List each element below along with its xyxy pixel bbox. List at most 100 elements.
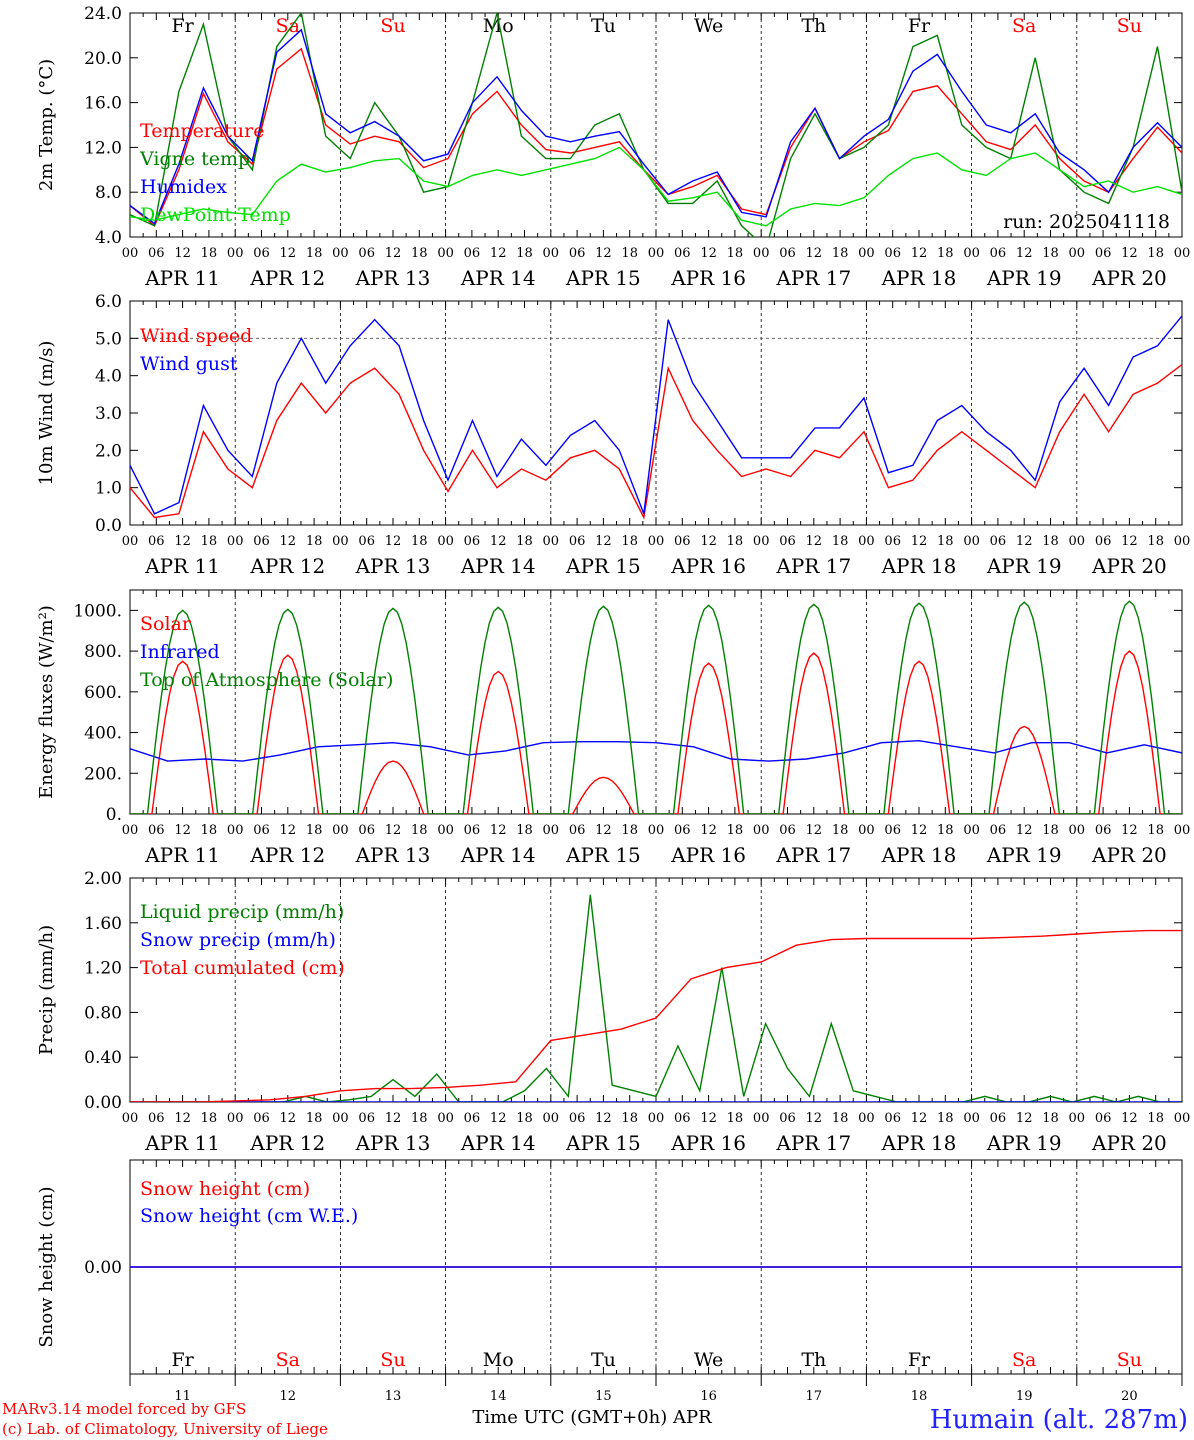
hour-tick-label: 00 bbox=[332, 534, 349, 549]
day-number-label: 20 bbox=[1121, 1389, 1138, 1404]
hour-tick-label: 18 bbox=[621, 534, 638, 549]
hour-tick-label: 12 bbox=[1121, 823, 1138, 838]
weekday-label: Sa bbox=[1012, 1349, 1036, 1371]
hour-tick-label: 00 bbox=[437, 246, 454, 261]
hour-tick-label: 00 bbox=[1174, 1111, 1191, 1126]
hour-tick-label: 06 bbox=[464, 823, 481, 838]
hour-tick-label: 18 bbox=[411, 1111, 428, 1126]
hour-tick-label: 00 bbox=[437, 534, 454, 549]
hour-tick-label: 06 bbox=[990, 246, 1007, 261]
hour-tick-label: 00 bbox=[753, 246, 770, 261]
legend-entry: Infrared bbox=[140, 641, 220, 663]
hour-tick-label: 06 bbox=[253, 246, 270, 261]
series-line-solar bbox=[130, 650, 1182, 814]
date-label: APR 18 bbox=[881, 554, 957, 578]
footer-model-line: MARv3.14 model forced by GFS bbox=[2, 1400, 246, 1418]
y-axis-label: Energy fluxes (W/m²) bbox=[36, 605, 57, 799]
hour-tick-label: 18 bbox=[411, 534, 428, 549]
hour-tick-label: 18 bbox=[516, 1111, 533, 1126]
hour-tick-label: 18 bbox=[1147, 246, 1164, 261]
weekday-label: Mo bbox=[483, 15, 514, 37]
hour-tick-label: 00 bbox=[858, 246, 875, 261]
weekday-label: We bbox=[694, 1349, 723, 1371]
date-label: APR 17 bbox=[775, 1131, 851, 1155]
hour-tick-label: 06 bbox=[674, 534, 691, 549]
hour-tick-label: 00 bbox=[858, 1111, 875, 1126]
hour-tick-label: 00 bbox=[963, 246, 980, 261]
day-number-label: 19 bbox=[1016, 1389, 1033, 1404]
y-tick-label: 24.0 bbox=[84, 4, 122, 24]
hour-tick-label: 12 bbox=[1016, 823, 1033, 838]
hour-tick-label: 18 bbox=[201, 246, 218, 261]
hour-tick-label: 06 bbox=[253, 823, 270, 838]
hour-tick-label: 12 bbox=[1121, 534, 1138, 549]
hour-tick-label: 00 bbox=[1174, 534, 1191, 549]
hour-tick-label: 06 bbox=[674, 823, 691, 838]
hour-tick-label: 06 bbox=[884, 534, 901, 549]
panel-2: 0.0 1.0 2.0 3.0 4.0 5.0 6.0 10m Wind (m/s) 00 06 1… bbox=[36, 292, 1190, 578]
date-label: APR 12 bbox=[249, 843, 325, 867]
y-tick-label: 5.0 bbox=[95, 329, 122, 349]
hour-tick-label: 18 bbox=[201, 1111, 218, 1126]
legend-entry: Wind speed bbox=[140, 325, 252, 347]
hour-tick-label: 00 bbox=[1174, 823, 1191, 838]
date-label: APR 19 bbox=[986, 1131, 1062, 1155]
date-label: APR 18 bbox=[881, 1131, 957, 1155]
hour-tick-label: 12 bbox=[280, 534, 297, 549]
hour-tick-label: 00 bbox=[753, 534, 770, 549]
date-label: APR 15 bbox=[565, 266, 641, 290]
hour-tick-label: 06 bbox=[358, 823, 375, 838]
panel-1: 4.0 8.0 12.0 16.0 20.0 24.0 2m Temp. (°C) 00 06 1… bbox=[36, 4, 1190, 290]
legend-entry: DewPoint Temp bbox=[140, 204, 291, 226]
legend-entry: Snow height (cm W.E.) bbox=[140, 1205, 358, 1227]
y-tick-label: 0.0 bbox=[95, 516, 122, 536]
date-label: APR 19 bbox=[986, 554, 1062, 578]
hour-tick-label: 12 bbox=[700, 823, 717, 838]
hour-tick-label: 00 bbox=[543, 823, 560, 838]
series-line-total-cumulated-cm bbox=[130, 929, 1182, 1102]
date-label: APR 14 bbox=[460, 843, 536, 867]
hour-tick-label: 12 bbox=[280, 246, 297, 261]
date-label: APR 11 bbox=[144, 554, 220, 578]
hour-tick-label: 06 bbox=[1095, 534, 1112, 549]
date-label: APR 20 bbox=[1091, 554, 1167, 578]
date-label: APR 12 bbox=[249, 1131, 325, 1155]
hour-tick-label: 00 bbox=[858, 823, 875, 838]
hour-tick-label: 00 bbox=[1069, 1111, 1086, 1126]
station-name: Humain (alt. 287m) bbox=[930, 1405, 1188, 1435]
hour-tick-label: 12 bbox=[385, 534, 402, 549]
date-label: APR 16 bbox=[670, 1131, 746, 1155]
series-line-infrared bbox=[130, 739, 1182, 762]
series-line-top-of-atmosphere-solar bbox=[130, 600, 1182, 814]
hour-tick-label: 12 bbox=[595, 534, 612, 549]
hour-tick-label: 00 bbox=[227, 246, 244, 261]
weekday-label: Mo bbox=[483, 1349, 514, 1371]
y-tick-label: 3.0 bbox=[95, 404, 122, 424]
date-label: APR 13 bbox=[355, 1131, 431, 1155]
hour-tick-label: 00 bbox=[227, 534, 244, 549]
y-axis-label: Precip (mm/h) bbox=[36, 925, 57, 1055]
weekday-label: Fr bbox=[171, 15, 194, 37]
hour-tick-label: 06 bbox=[884, 1111, 901, 1126]
legend-entry: Humidex bbox=[140, 176, 227, 198]
date-label: APR 20 bbox=[1091, 266, 1167, 290]
hour-tick-label: 12 bbox=[1121, 246, 1138, 261]
hour-tick-label: 18 bbox=[1147, 1111, 1164, 1126]
hour-tick-label: 18 bbox=[516, 823, 533, 838]
y-tick-label: 0.00 bbox=[84, 1258, 122, 1278]
date-label: APR 18 bbox=[881, 843, 957, 867]
date-label: APR 14 bbox=[460, 1131, 536, 1155]
hour-tick-label: 00 bbox=[753, 823, 770, 838]
date-label: APR 18 bbox=[881, 266, 957, 290]
hour-tick-label: 12 bbox=[806, 823, 823, 838]
hour-tick-label: 18 bbox=[937, 534, 954, 549]
date-label: APR 12 bbox=[249, 554, 325, 578]
hour-tick-label: 06 bbox=[1095, 823, 1112, 838]
hour-tick-label: 00 bbox=[227, 823, 244, 838]
date-label: APR 11 bbox=[144, 843, 220, 867]
hour-tick-label: 18 bbox=[306, 534, 323, 549]
hour-tick-label: 06 bbox=[779, 246, 796, 261]
weekday-label: Sa bbox=[276, 1349, 300, 1371]
y-axis-label: 10m Wind (m/s) bbox=[36, 341, 57, 486]
